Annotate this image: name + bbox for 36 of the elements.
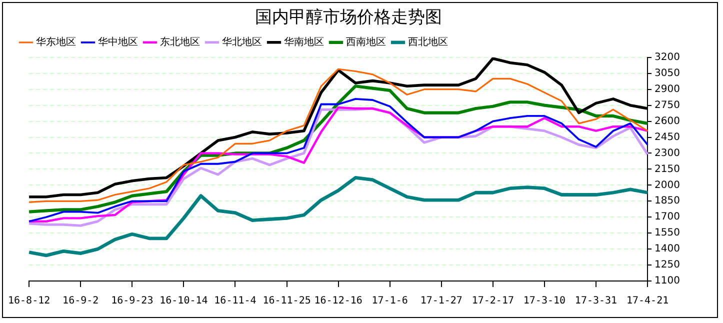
legend-label: 西南地区 [346,36,386,48]
y-tick-label: 2300 [654,148,680,159]
y-tick-label: 1700 [654,212,680,223]
y-tick-label: 3200 [654,52,680,63]
x-tick-label: 16-12-16 [314,296,362,307]
legend-label: 华南地区 [284,36,324,48]
y-tick-label: 2000 [654,180,680,191]
x-tick-label: 17-1-27 [420,296,462,307]
legend-label: 东北地区 [160,36,200,48]
x-tick-label: 16-9-23 [111,296,154,307]
x-tick-label: 17-3-10 [523,296,566,307]
y-tick-label: 2750 [654,100,680,111]
x-tick-label: 17-1-6 [372,296,408,307]
y-tick-label: 2150 [654,164,680,175]
legend-label: 华东地区 [36,36,76,48]
x-tick-label: 17-3-31 [574,296,618,307]
legend-label: 华中地区 [98,36,138,48]
x-tick-label: 16-9-2 [62,296,99,307]
chart-title: 国内甲醇市场价格走势图 [255,8,442,28]
x-tick-label: 16-11-25 [262,296,311,307]
x-tick-label: 16-8-12 [8,296,50,307]
legend-label: 西北地区 [408,36,448,48]
y-tick-label: 2600 [654,116,680,127]
y-tick-label: 1250 [654,260,680,271]
legend-label: 华北地区 [222,36,262,48]
x-tick-label: 17-4-21 [626,296,669,307]
y-tick-label: 1100 [654,276,680,287]
y-tick-label: 2900 [654,84,680,95]
x-tick-label: 16-11-4 [214,296,256,307]
y-tick-label: 3050 [654,68,680,79]
x-tick-label: 17-2-17 [472,296,514,307]
x-tick-label: 16-10-14 [160,296,208,307]
y-tick-label: 1850 [654,196,680,207]
y-tick-label: 1550 [654,228,680,239]
y-tick-label: 1400 [654,244,680,255]
y-tick-label: 2450 [654,132,680,143]
